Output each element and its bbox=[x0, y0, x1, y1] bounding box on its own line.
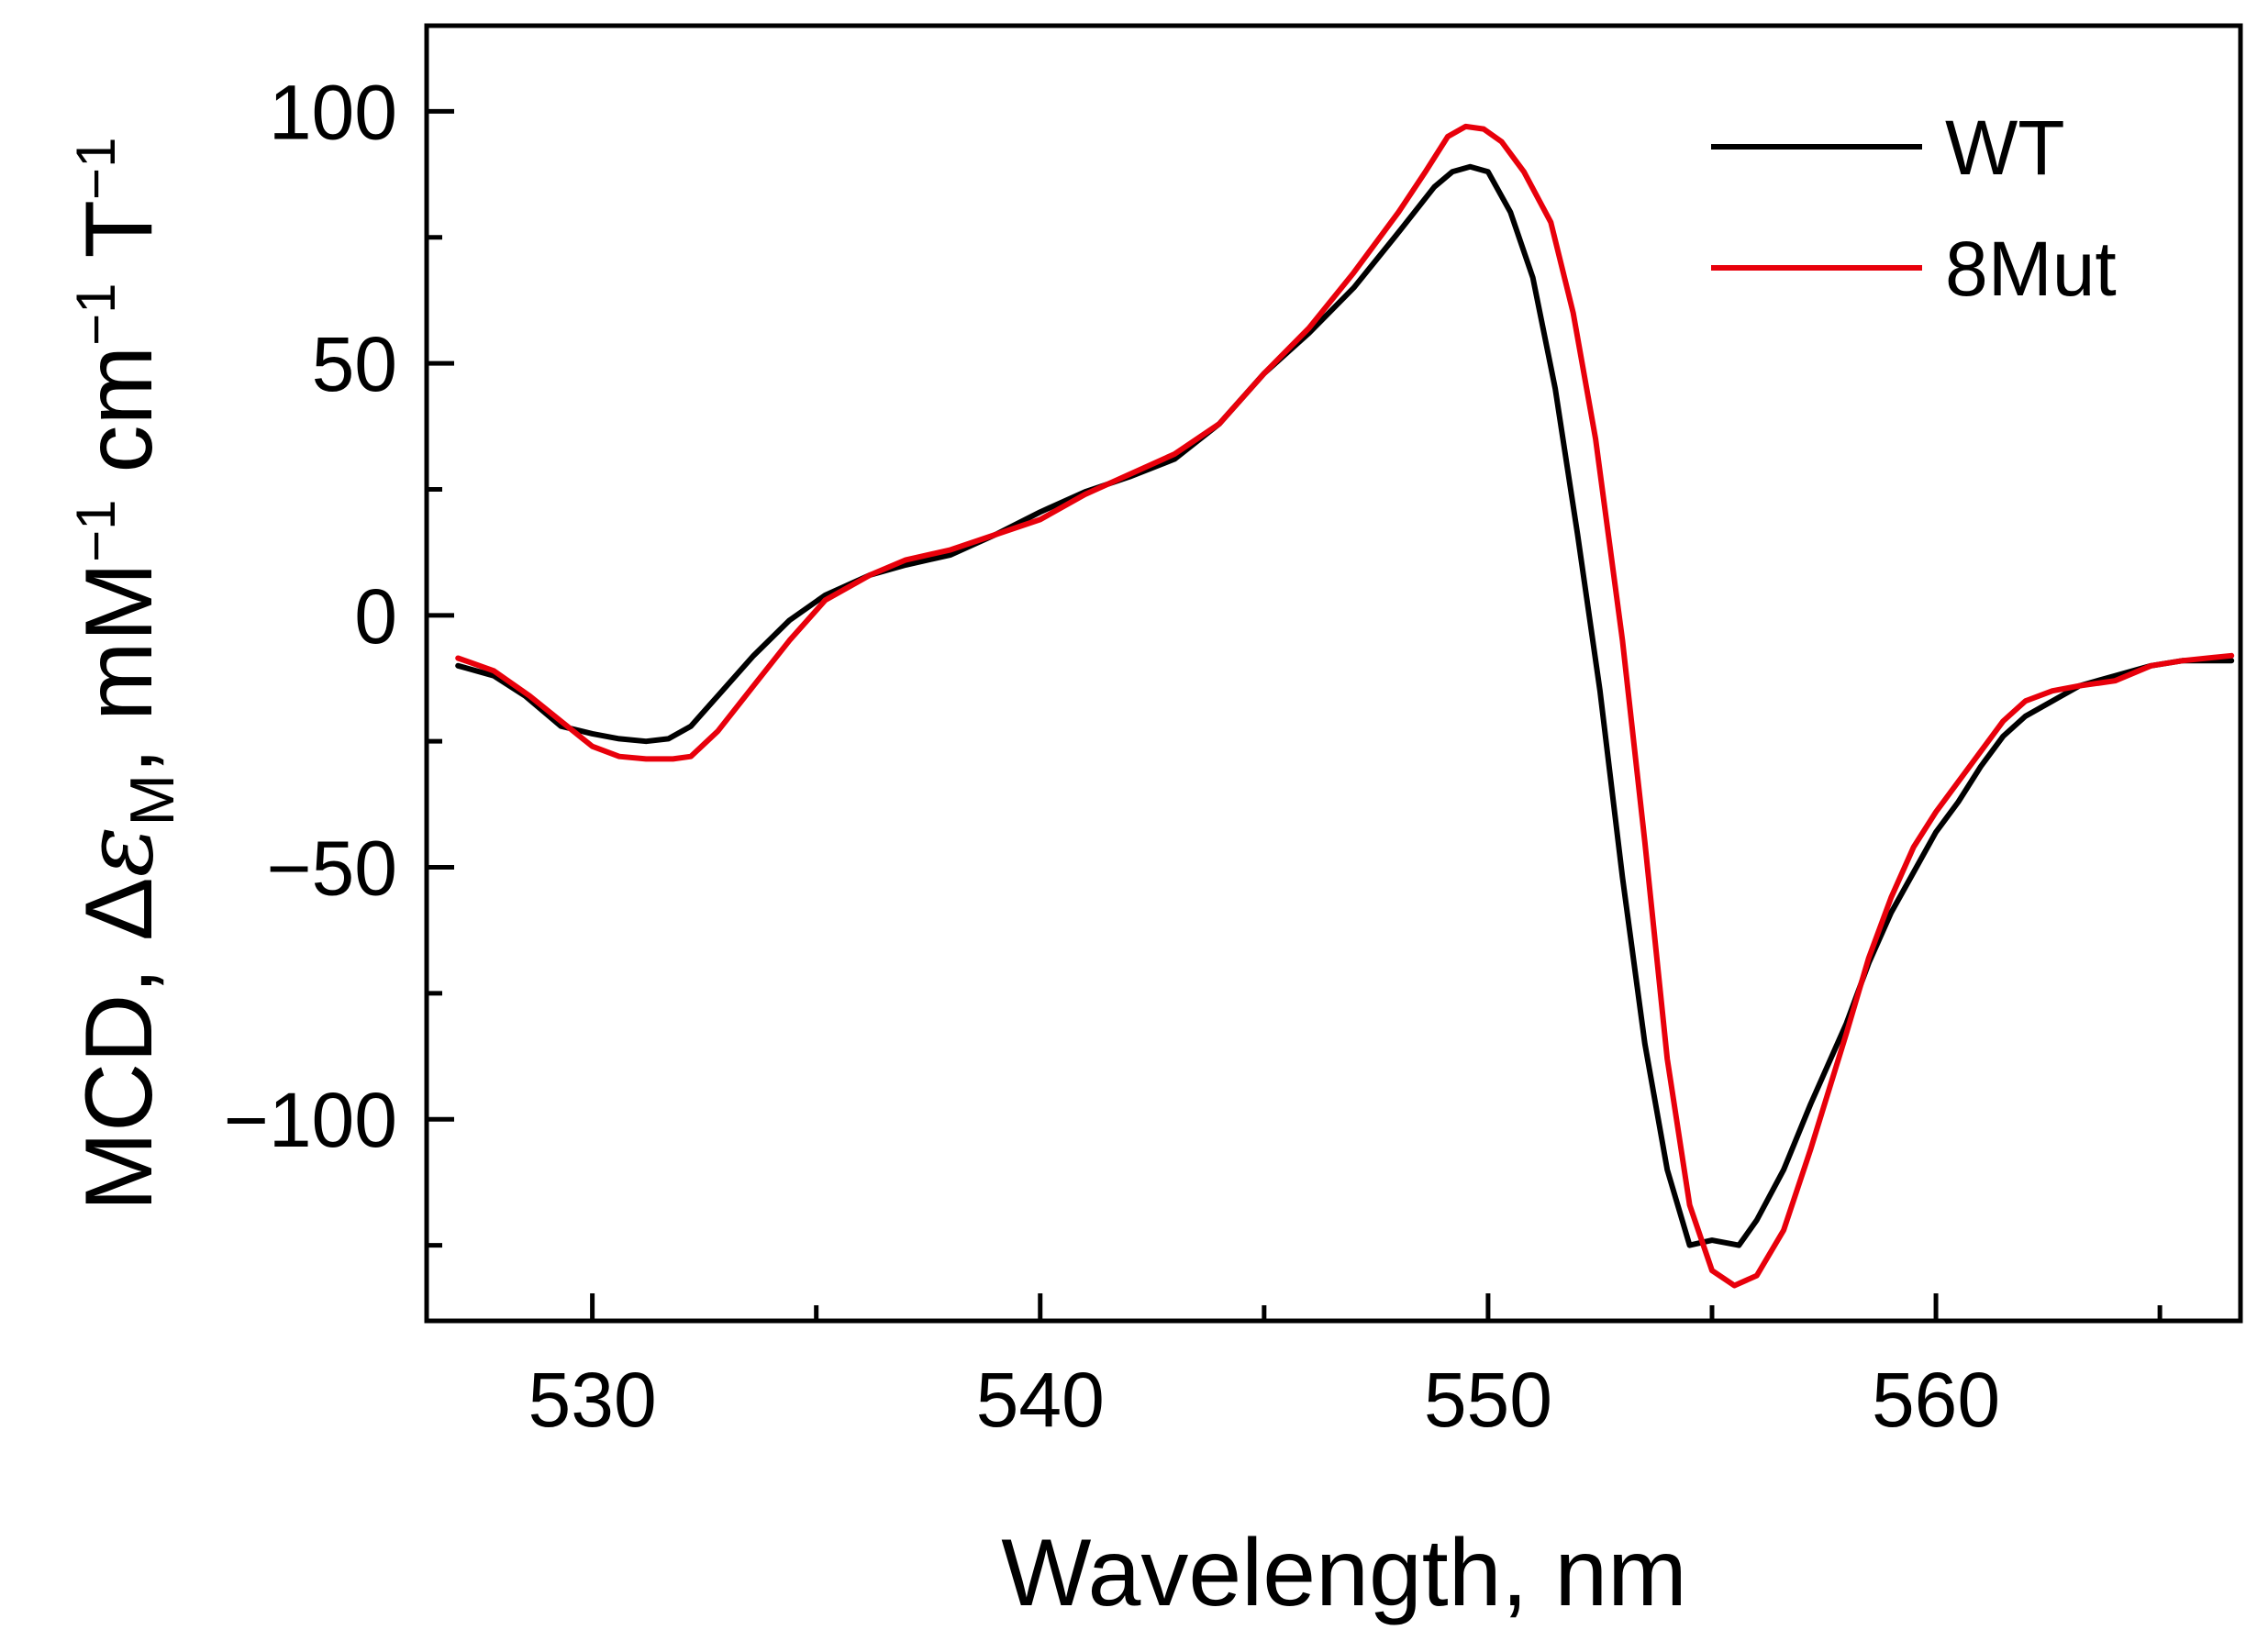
y-axis-title-text: MCD, ΔεM, mM−1 cm−1 T−1 bbox=[62, 138, 187, 1212]
y-tick-label: 100 bbox=[269, 69, 397, 155]
y-axis-title-mm-exponent: −1 bbox=[65, 499, 127, 561]
plot-area: 530 540 550 560 −100 −50 0 50 100 WT 8Mut bbox=[224, 23, 2243, 1443]
legend-label-8mut: 8Mut bbox=[1945, 226, 2117, 312]
y-axis-title-epsilon: ε bbox=[62, 826, 174, 878]
y-axis-title-separator: , bbox=[66, 721, 172, 774]
series-layer bbox=[455, 123, 2235, 1289]
y-tick-label: 0 bbox=[354, 573, 397, 660]
y-tick-label: −50 bbox=[267, 826, 398, 912]
legend-label-wt: WT bbox=[1945, 105, 2065, 191]
y-tick-label: 50 bbox=[312, 321, 397, 407]
y-tick-label: −100 bbox=[224, 1077, 397, 1163]
y-axis-title-prefix: MCD, Δ bbox=[66, 877, 172, 1211]
axes-frame bbox=[424, 23, 2243, 1324]
y-axis-title-epsilon-subscript: M bbox=[117, 774, 187, 826]
x-tick-label: 530 bbox=[528, 1357, 657, 1443]
y-axis-title-cm: cm bbox=[66, 346, 172, 500]
series-line-8mut bbox=[455, 123, 2235, 1289]
series-line-wt bbox=[455, 163, 2235, 1248]
y-axis-title-tesla-exponent: −1 bbox=[65, 138, 127, 200]
y-axis-title: MCD, ΔεM, mM−1 cm−1 T−1 bbox=[62, 138, 187, 1212]
legend: WT 8Mut bbox=[1711, 105, 2117, 312]
x-axis-title: Wavelength, nm bbox=[1001, 1520, 1687, 1626]
x-tick-label: 560 bbox=[1872, 1357, 2000, 1443]
y-axis-title-tesla: T bbox=[66, 200, 172, 283]
y-axis-title-mm: mM bbox=[66, 562, 172, 721]
x-tick-label: 540 bbox=[976, 1357, 1105, 1443]
axis-layer: 530 540 550 560 −100 −50 0 50 100 bbox=[224, 23, 2243, 1443]
x-tick-label: 550 bbox=[1424, 1357, 1552, 1443]
y-axis-title-cm-exponent: −1 bbox=[65, 283, 127, 345]
